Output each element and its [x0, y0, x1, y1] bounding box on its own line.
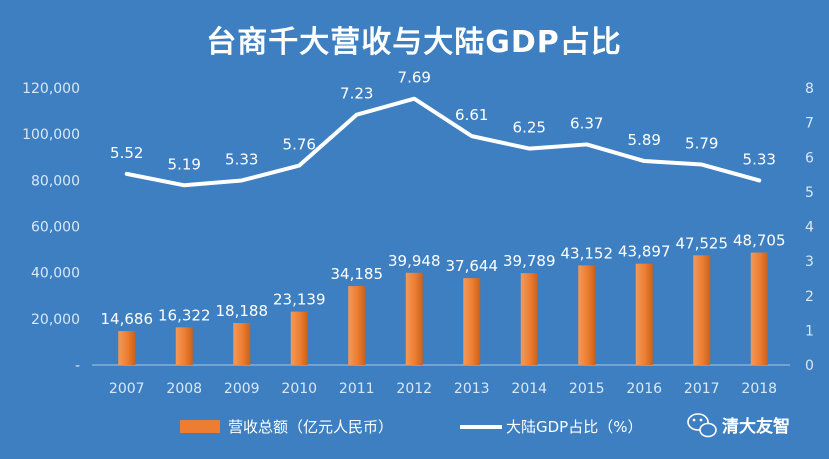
y-right-tick-label: 6: [805, 150, 814, 166]
bar-value-label: 18,188: [216, 302, 269, 320]
line-point-2017: [700, 163, 704, 167]
line-value-label: 7.69: [398, 69, 431, 87]
line-point-2015: [585, 142, 589, 146]
y-right-tick-label: 2: [805, 289, 814, 305]
line-point-2008: [182, 183, 186, 187]
line-data-labels: 5.52 5.19 5.33 5.76 7.23 7.69 6.61 6.25 6.37 5.89…: [110, 69, 776, 174]
bar-2012: [405, 272, 423, 365]
bar-2018: [750, 252, 768, 365]
bar-2008: [175, 327, 193, 365]
line-value-label: 5.33: [743, 150, 776, 168]
y-left-tick-label: 40,000: [31, 266, 80, 282]
bar-value-label: 16,322: [158, 306, 211, 324]
legend-bar-swatch: [180, 420, 220, 433]
y-right-tick-label: 8: [805, 81, 814, 97]
y-left-tick-label: -: [75, 358, 80, 374]
legend-line-label: 大陆GDP占比（%）: [506, 418, 642, 436]
y-left-tick-label: 120,000: [22, 81, 80, 97]
line-value-label: 6.61: [455, 106, 488, 124]
x-tick-label: 2008: [166, 381, 202, 397]
line-point-2010: [297, 164, 301, 168]
line-value-label: 5.79: [685, 135, 718, 153]
gdp-share-line: [124, 96, 762, 188]
y-right-tick-label: 0: [805, 358, 814, 374]
line-point-2007: [125, 172, 129, 176]
bar-2014: [520, 273, 538, 365]
x-tick-label: 2018: [741, 381, 777, 397]
y-right-tick-label: 3: [805, 254, 814, 270]
legend: 营收总额（亿元人民币） 大陆GDP占比（%）: [180, 418, 642, 436]
bar-value-label: 43,897: [618, 243, 671, 261]
line-value-label: 6.37: [570, 114, 603, 132]
x-tick-label: 2013: [454, 381, 490, 397]
legend-bar-label: 营收总额（亿元人民币）: [228, 418, 393, 436]
x-tick-label: 2011: [339, 381, 375, 397]
bar-2013: [463, 278, 481, 365]
bar-series: [118, 252, 768, 365]
bar-value-label: 34,185: [331, 265, 384, 283]
y-right-tick-label: 4: [805, 220, 814, 236]
bar-value-label: 48,705: [733, 232, 786, 250]
bar-2010: [290, 311, 308, 365]
bar-value-label: 39,789: [503, 252, 556, 270]
bar-value-label: 39,948: [388, 252, 441, 270]
line-point-2012: [412, 97, 416, 101]
x-tick-label: 2012: [396, 381, 432, 397]
line-point-2016: [642, 159, 646, 163]
y-right-tick-label: 1: [805, 323, 814, 339]
y-left-tick-label: 20,000: [31, 312, 80, 328]
bar-2017: [693, 255, 711, 365]
y-right-tick-label: 7: [805, 116, 814, 132]
bar-value-label: 43,152: [561, 244, 614, 262]
line-value-label: 5.52: [110, 144, 143, 162]
bar-value-label: 14,686: [101, 310, 154, 328]
y-left-tick-label: 100,000: [22, 127, 80, 143]
line-point-2013: [470, 134, 474, 138]
x-tick-label: 2009: [224, 381, 260, 397]
bar-2007: [118, 331, 136, 365]
x-tick-label: 2014: [511, 381, 547, 397]
y-left-tick-label: 80,000: [31, 173, 80, 189]
line-value-label: 5.33: [225, 150, 258, 168]
bar-2016: [635, 263, 653, 365]
bar-value-label: 37,644: [446, 257, 499, 275]
watermark: 清大友智: [687, 413, 790, 438]
line-value-label: 7.23: [340, 85, 373, 103]
y-right-axis: 0 1 2 3 4 5 6 7 8: [805, 81, 814, 374]
line-value-label: 5.89: [628, 131, 661, 149]
line-value-label: 5.19: [168, 155, 201, 173]
bar-2015: [578, 265, 596, 365]
y-right-tick-label: 5: [805, 185, 814, 201]
line-point-2018: [757, 178, 761, 182]
line-value-label: 5.76: [283, 136, 316, 154]
line-value-label: 6.25: [513, 119, 546, 137]
x-tick-label: 2017: [684, 381, 720, 397]
line-series: [124, 96, 762, 188]
bar-2011: [348, 286, 366, 365]
chart-title: 台商千大营收与大陆GDP占比: [206, 25, 622, 60]
x-tick-label: 2007: [109, 381, 145, 397]
line-point-2014: [527, 147, 531, 151]
line-point-2009: [240, 178, 244, 182]
y-left-axis: - 20,000 40,000 60,000 80,000 100,000 120,000: [22, 81, 80, 374]
line-point-2011: [355, 113, 359, 117]
x-tick-label: 2010: [281, 381, 317, 397]
wechat-icon: [687, 413, 717, 438]
bar-value-label: 47,525: [676, 234, 729, 252]
y-left-tick-label: 60,000: [31, 220, 80, 236]
watermark-text: 清大友智: [722, 416, 790, 437]
x-axis-ticks: 2007 2008 2009 2010 2011 2012 2013 2014 2015 2016…: [109, 381, 777, 397]
bar-2009: [233, 323, 251, 365]
x-tick-label: 2016: [626, 381, 662, 397]
bar-value-label: 23,139: [273, 291, 326, 309]
x-tick-label: 2015: [569, 381, 605, 397]
